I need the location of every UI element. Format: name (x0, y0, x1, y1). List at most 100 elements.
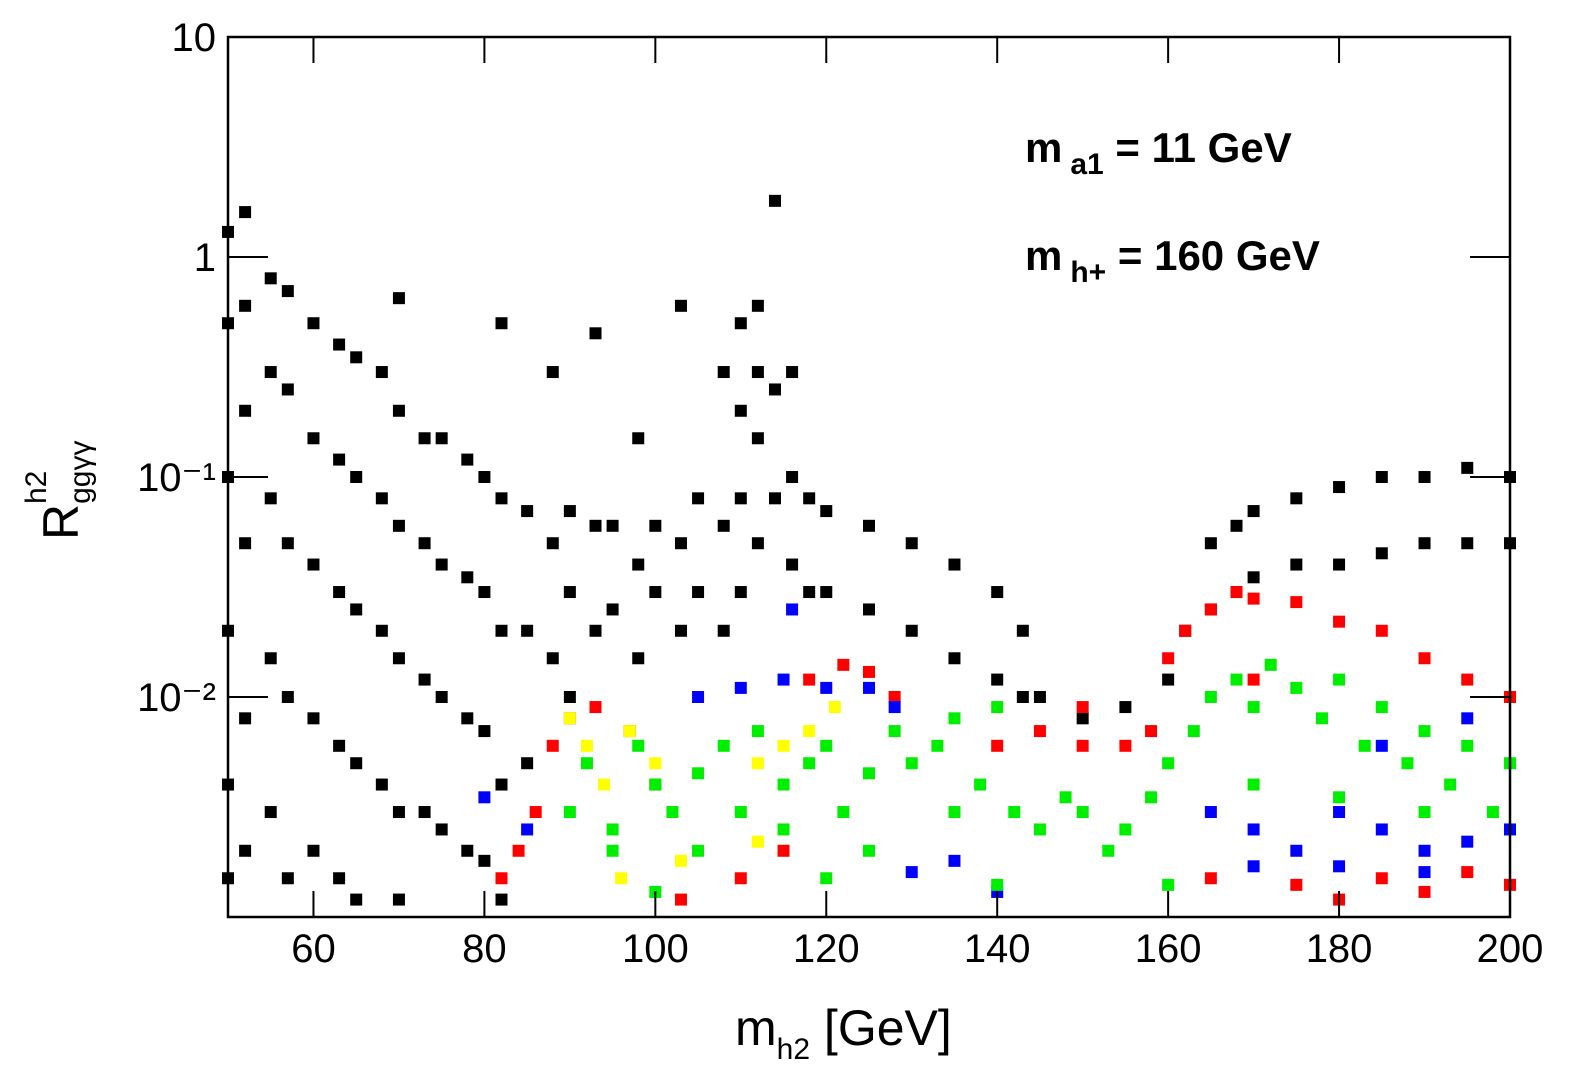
point (392, 806, 405, 819)
point (751, 537, 764, 550)
point (948, 652, 961, 665)
point (974, 778, 987, 791)
point (521, 505, 534, 518)
point (1375, 547, 1388, 560)
point (512, 844, 525, 857)
point (777, 778, 790, 791)
point (803, 673, 816, 686)
point (1290, 558, 1303, 571)
point (1418, 806, 1431, 819)
point (307, 844, 320, 857)
point (435, 691, 448, 703)
point (333, 872, 346, 885)
point (1247, 673, 1260, 686)
point (563, 806, 576, 819)
point (1247, 823, 1260, 836)
point (717, 739, 730, 752)
point (606, 823, 619, 836)
point (1162, 652, 1175, 665)
point (580, 757, 593, 770)
point (837, 658, 850, 671)
point (674, 537, 687, 550)
point (495, 317, 508, 330)
point (1375, 872, 1388, 885)
point (495, 624, 508, 637)
point (1461, 537, 1474, 550)
point (1401, 757, 1414, 770)
point (264, 366, 277, 379)
point (589, 519, 602, 532)
point (1076, 701, 1089, 714)
point (768, 383, 781, 396)
point (863, 603, 875, 616)
point (649, 778, 662, 791)
point (803, 586, 816, 599)
point (1418, 885, 1431, 898)
point (239, 537, 252, 550)
plot-frame (226, 35, 1512, 919)
point (546, 537, 559, 550)
point (820, 681, 833, 694)
point (418, 537, 431, 550)
point (991, 739, 1004, 752)
point (264, 806, 277, 819)
point (392, 893, 405, 906)
point (991, 586, 1004, 599)
point (623, 725, 636, 738)
point (666, 806, 679, 819)
point (606, 603, 619, 616)
x-tick-label: 100 (622, 927, 689, 971)
point (495, 778, 508, 791)
point (905, 757, 918, 770)
point (674, 299, 687, 312)
point (1016, 624, 1029, 637)
point (768, 492, 781, 505)
point (734, 404, 747, 417)
point (777, 739, 790, 752)
point (1145, 725, 1158, 738)
point (563, 691, 576, 703)
point (948, 558, 961, 571)
point (333, 338, 346, 351)
point (495, 872, 508, 885)
point (905, 866, 918, 879)
annotation-rest: = 11 GeV (1104, 124, 1292, 171)
point (948, 854, 961, 867)
point (239, 712, 252, 725)
point (751, 366, 764, 379)
point (820, 586, 833, 599)
point (589, 624, 602, 637)
point (1247, 701, 1260, 714)
point (1418, 844, 1431, 857)
point (1418, 652, 1431, 665)
point (1187, 725, 1200, 738)
plot-points (222, 194, 1516, 906)
point (777, 823, 790, 836)
point (375, 366, 388, 379)
point (563, 586, 576, 599)
y-axis-title: Rggγγ h2 (20, 441, 97, 540)
point (649, 586, 662, 599)
point (478, 586, 491, 599)
point (1333, 860, 1346, 873)
point (478, 854, 491, 867)
point (863, 844, 875, 857)
point (1247, 571, 1260, 584)
point (828, 701, 841, 714)
x-title-rest: [GeV] (810, 1000, 952, 1056)
point (375, 778, 388, 791)
point (751, 432, 764, 445)
y-tick-label: 10⁻¹ (137, 456, 216, 500)
point (239, 206, 252, 219)
point (888, 701, 901, 714)
point (563, 712, 576, 725)
annotation-base: m (1025, 232, 1062, 279)
point (1461, 673, 1474, 686)
point (1486, 806, 1499, 819)
point (307, 712, 320, 725)
point (649, 519, 662, 532)
point (931, 739, 944, 752)
point (888, 691, 901, 703)
point (281, 691, 294, 703)
